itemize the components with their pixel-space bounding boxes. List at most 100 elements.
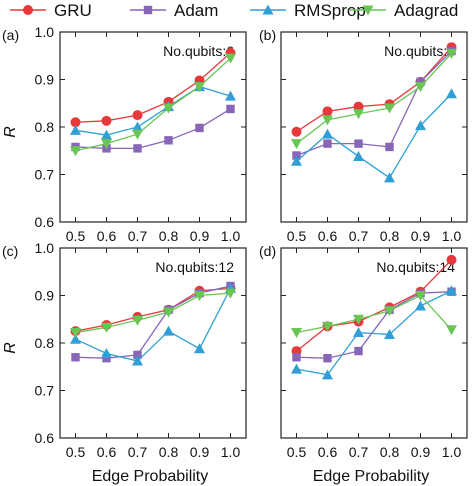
data-point-rmsprop: [291, 155, 302, 166]
panel-annotation: No.qubits:8: [384, 43, 455, 59]
legend-item-gru: GRU: [10, 1, 92, 20]
x-tick-label: 0.9: [190, 444, 210, 460]
data-point-rmsprop: [353, 327, 364, 338]
x-tick-label: 0.5: [66, 444, 86, 460]
data-point-adagrad: [132, 129, 143, 140]
series-adam: [292, 287, 456, 363]
x-tick-label: 0.7: [128, 444, 148, 460]
data-point-rmsprop: [384, 328, 395, 339]
data-point-rmsprop: [353, 150, 364, 161]
series-adagrad: [291, 291, 457, 339]
x-tick-label: 0.6: [318, 444, 338, 460]
x-tick-label: 1.0: [442, 444, 462, 460]
data-point-adagrad: [446, 48, 457, 59]
series-line-gru: [75, 52, 231, 123]
x-tick-label: 0.9: [411, 228, 431, 244]
legend-marker-rmsprop: [262, 4, 274, 15]
series-rmsprop: [291, 88, 457, 183]
series-line-adagrad: [75, 292, 231, 334]
data-point-adagrad: [353, 109, 364, 120]
plot-frame: [280, 247, 468, 439]
data-point-gru: [132, 110, 143, 121]
series-line-adam: [296, 50, 452, 157]
data-point-adagrad: [291, 328, 302, 339]
data-point-adam: [323, 139, 332, 148]
data-point-adam: [354, 346, 363, 356]
x-tick-label: 1.0: [221, 444, 241, 460]
panel-label: (c): [2, 243, 18, 259]
y-tick-label: 0.7: [35, 383, 55, 399]
data-point-adam: [71, 353, 80, 362]
panels: 0.5 0.6 0.7 0.8 0.9 1.0 0.6 0.7 0.8 0.9 1.0 (a) No.q…: [2, 24, 468, 460]
series-line-adagrad: [296, 294, 452, 334]
panel-label: (b): [259, 27, 276, 43]
data-point-adagrad: [415, 82, 426, 93]
plot-frame: [59, 31, 247, 223]
x-tick-label: 0.8: [380, 228, 400, 244]
x-tick-label: 1.0: [221, 228, 241, 244]
x-tick-label: 0.7: [349, 228, 369, 244]
panel-b: 0.5 0.6 0.7 0.8 0.9 1.0 (b) No.qubits:8: [259, 27, 468, 244]
series-line-adam: [296, 291, 452, 359]
series-line-adam: [75, 108, 231, 150]
y-tick-label: 0.8: [35, 119, 55, 135]
data-point-rmsprop: [384, 172, 395, 183]
series-line-rmsprop: [296, 93, 452, 179]
x-tick-label: 1.0: [442, 228, 462, 244]
series-rmsprop: [291, 285, 457, 380]
data-point-rmsprop: [322, 369, 333, 380]
x-tick-label: 0.7: [128, 228, 148, 244]
legend-marker-adagrad: [362, 5, 374, 16]
legend-label-gru: GRU: [54, 1, 92, 20]
y-tick-label: 1.0: [35, 24, 55, 40]
data-point-adam: [226, 104, 235, 114]
x-tick-label: 0.5: [66, 228, 86, 244]
series-rmsprop: [70, 282, 236, 366]
y-tick-label: 0.9: [35, 288, 55, 304]
plot-frame: [59, 247, 247, 439]
data-point-gru: [70, 117, 81, 128]
data-point-adagrad: [353, 314, 364, 325]
x-tick-label: 0.6: [97, 444, 117, 460]
panel-c: 0.5 0.6 0.7 0.8 0.9 1.0 0.6 0.7 0.8 0.9 1.0 (c) No.q…: [2, 240, 247, 460]
data-point-adagrad: [132, 315, 143, 326]
series-line-rmsprop: [75, 288, 232, 362]
data-point-adagrad: [70, 328, 81, 339]
legend-label-rmsprop: RMSprop: [294, 1, 366, 20]
x-tick-label: 0.9: [411, 444, 431, 460]
data-point-rmsprop: [415, 120, 426, 131]
y-tick-label: 1.0: [35, 240, 55, 256]
data-point-gru: [353, 101, 364, 112]
data-point-adagrad: [194, 82, 205, 93]
data-point-adagrad: [101, 322, 112, 333]
x-tick-label: 0.6: [97, 228, 117, 244]
data-point-adagrad: [194, 291, 205, 301]
data-point-adagrad: [322, 321, 333, 332]
series-adagrad: [70, 53, 236, 157]
data-point-adagrad: [70, 146, 81, 157]
x-tick-label: 0.7: [349, 444, 369, 460]
data-point-adagrad: [384, 103, 395, 114]
x-tick-label: 0.6: [318, 228, 338, 244]
data-point-adam: [292, 353, 301, 362]
data-point-gru: [446, 254, 457, 265]
series-adam: [71, 281, 235, 363]
data-point-rmsprop: [194, 343, 205, 354]
legend-marker-gru: [23, 5, 33, 15]
legend-label-adagrad: Adagrad: [394, 1, 458, 20]
data-point-adagrad: [163, 103, 174, 114]
series-adagrad: [70, 288, 236, 339]
data-point-rmsprop: [446, 285, 457, 296]
legend-item-adagrad: Adagrad: [350, 1, 458, 20]
y-axis-label-bottom: R: [2, 342, 19, 354]
legend-item-rmsprop: RMSprop: [250, 1, 366, 20]
data-point-rmsprop: [225, 90, 236, 101]
data-point-adam: [323, 354, 332, 363]
x-tick-label: 0.5: [287, 444, 307, 460]
axis-titles: R R Edge Probability Edge Probability: [2, 126, 429, 485]
y-tick-label: 0.6: [35, 214, 55, 230]
legend: GRU Adam RMSprop Adagrad: [10, 1, 458, 20]
x-tick-label: 0.9: [190, 228, 210, 244]
legend-item-adam: Adam: [130, 1, 218, 20]
data-point-adagrad: [163, 307, 174, 318]
